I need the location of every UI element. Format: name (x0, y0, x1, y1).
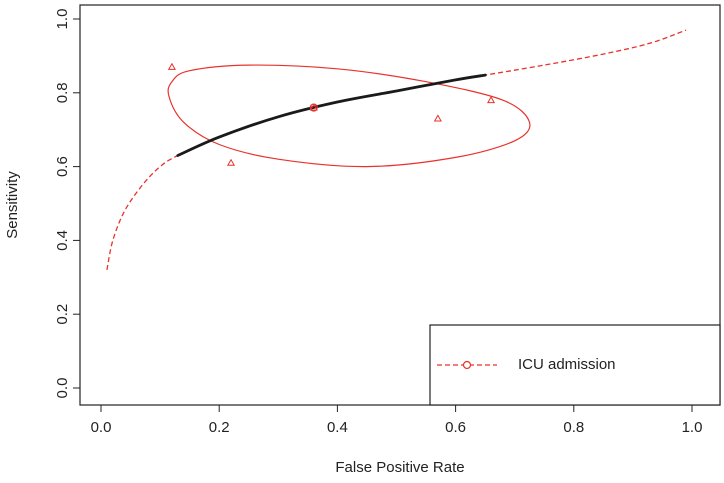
y-axis-label: Sensitivity (4, 171, 21, 239)
sroc-dashed-curve (106, 29, 687, 271)
y-tick-label: 0.4 (54, 230, 71, 251)
summary-point-circle (309, 103, 318, 112)
legend-marker-circle (462, 360, 472, 370)
axis-ticks: 0.0 0.2 0.4 0.6 0.8 1.0 0.0 0.2 0.4 0.6 0.8 1.0 (54, 9, 702, 436)
x-tick-label: 0.2 (209, 419, 230, 436)
study-point-triangle (309, 103, 318, 111)
x-axis-label: False Positive Rate (335, 459, 464, 476)
x-tick-label: 0.8 (563, 419, 584, 436)
x-tick-label: 1.0 (682, 419, 703, 436)
study-point-triangle (433, 114, 442, 122)
plot-area (79, 4, 721, 406)
x-tick-label: 0.0 (91, 419, 112, 436)
confidence-region-ellipse (167, 64, 531, 168)
legend: ICU admission (429, 324, 721, 406)
study-point-triangle (226, 158, 236, 166)
x-tick-label: 0.4 (327, 419, 348, 436)
series-layer (106, 29, 687, 271)
x-tick-label: 0.6 (445, 419, 466, 436)
study-point-triangle (486, 95, 496, 104)
y-tick-label: 1.0 (54, 9, 71, 30)
y-tick-label: 0.8 (54, 82, 71, 103)
sroc-summary-curve (176, 73, 487, 157)
legend-label: ICU admission (518, 356, 616, 373)
study-point-triangle (167, 62, 176, 70)
y-tick-label: 0.2 (54, 304, 71, 325)
y-tick-label: 0.0 (54, 378, 71, 399)
plot-frame (79, 4, 721, 406)
y-tick-label: 0.6 (54, 156, 71, 177)
